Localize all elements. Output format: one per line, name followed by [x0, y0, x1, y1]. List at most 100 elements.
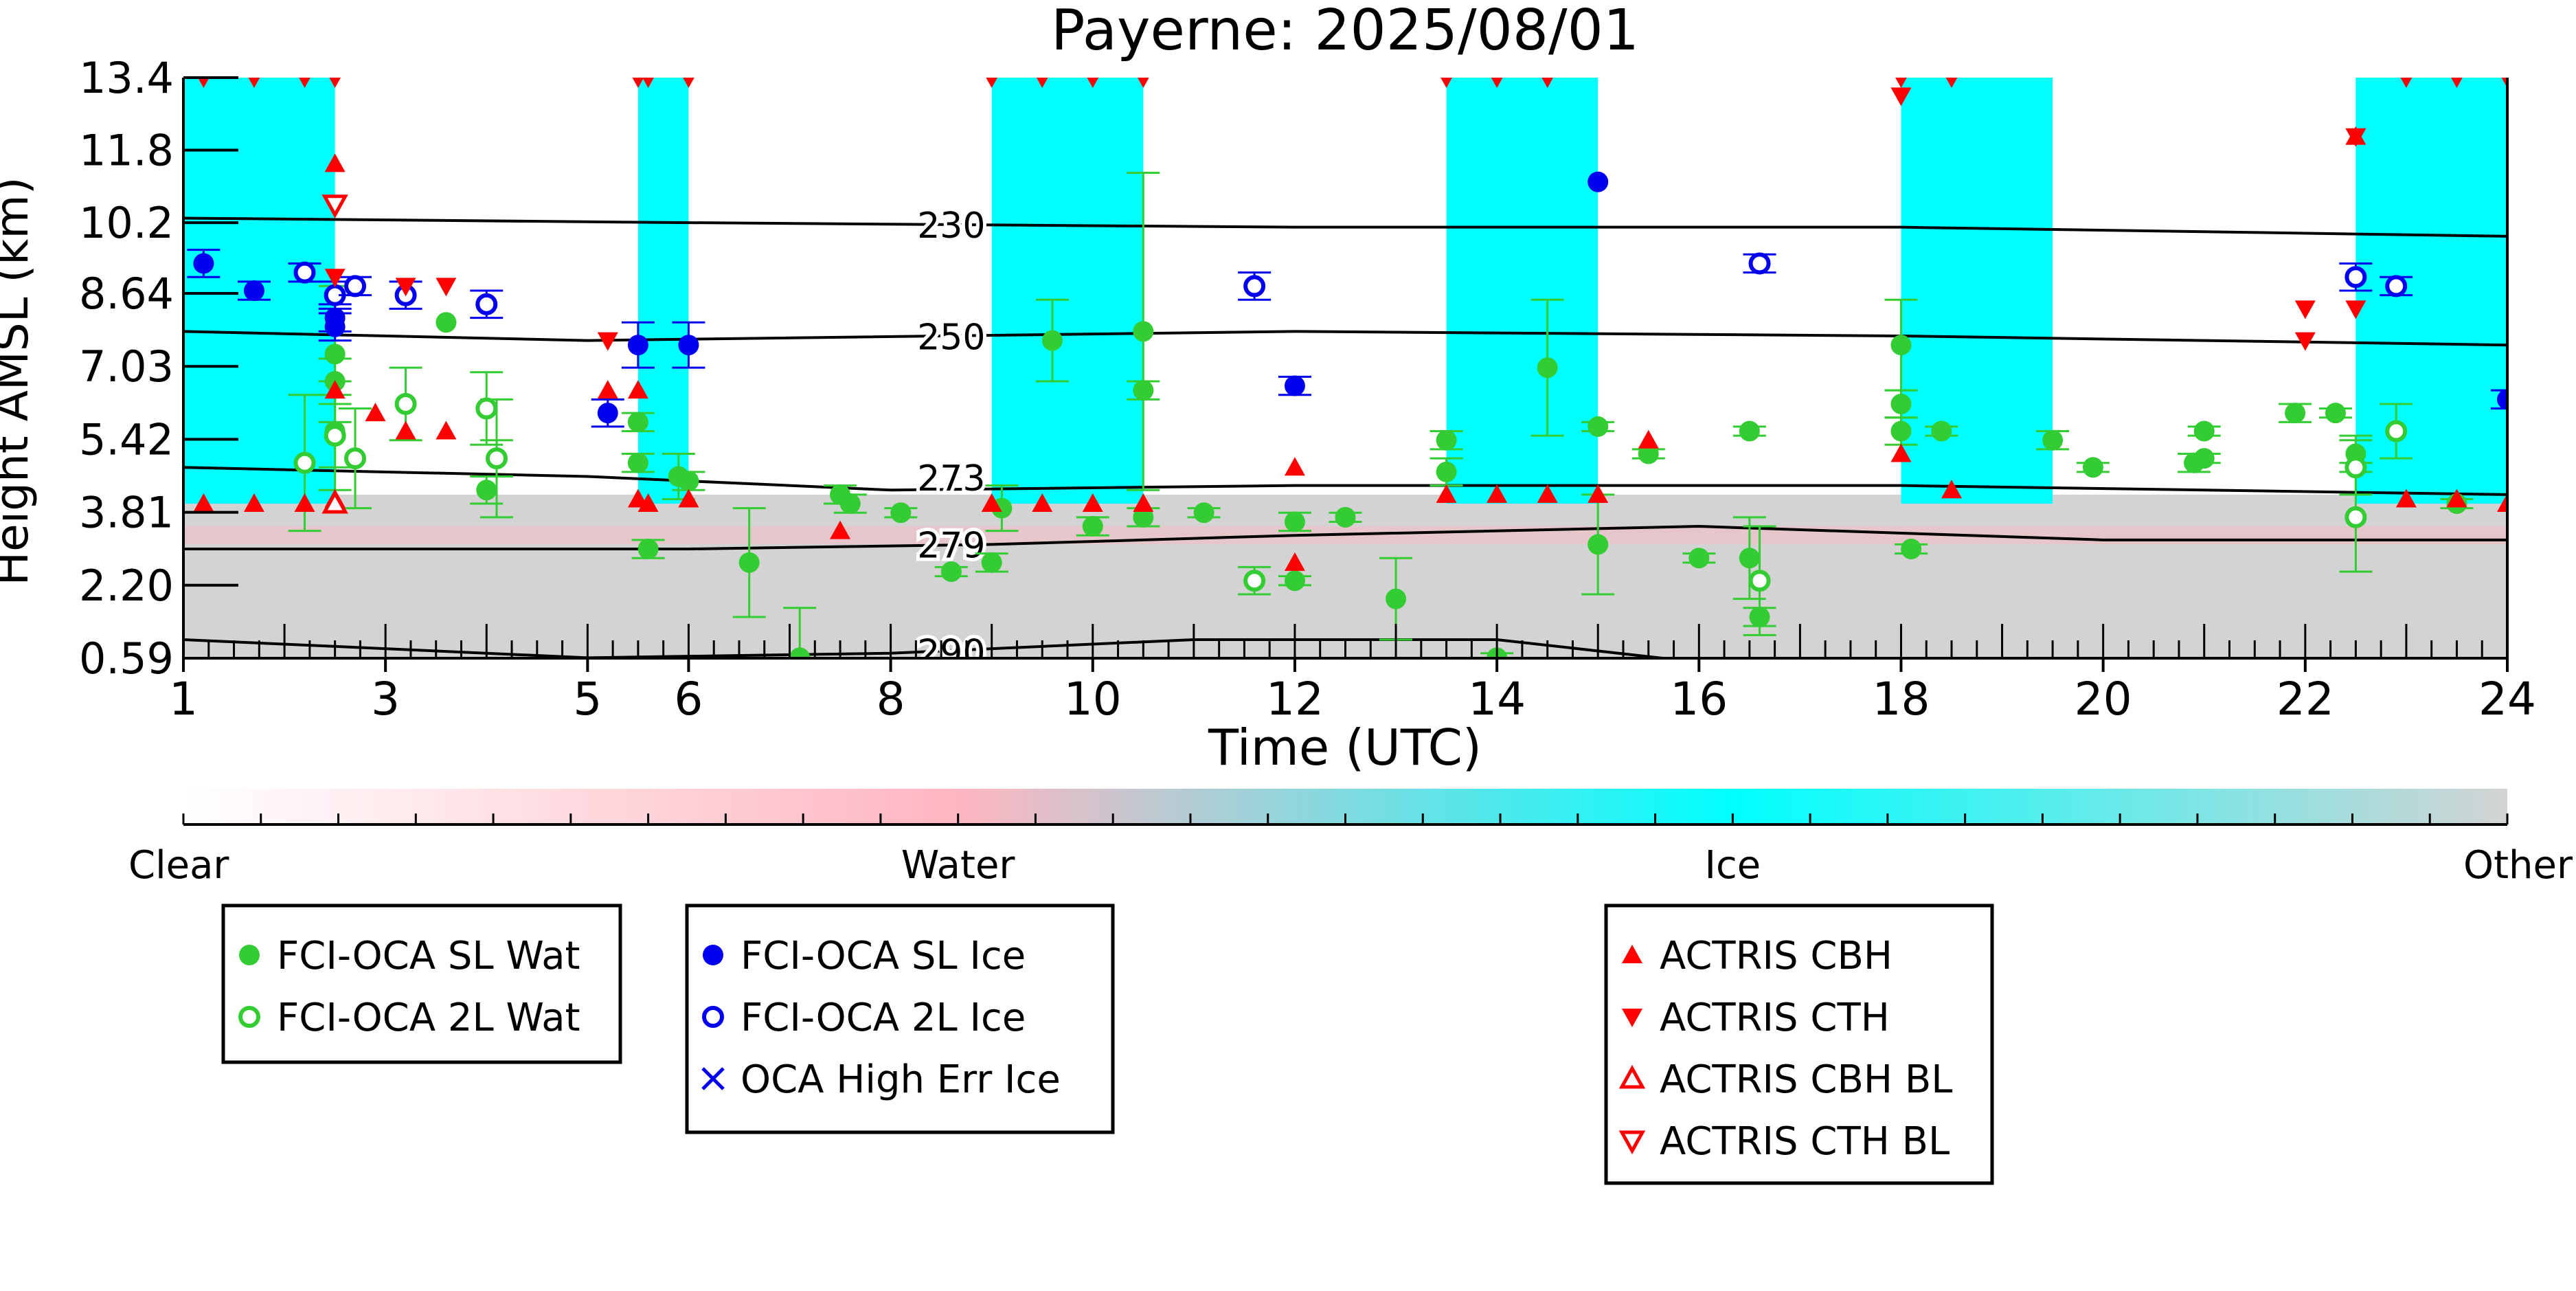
legend-label: FCI-OCA SL Ice — [741, 934, 1026, 978]
data-point-shape — [324, 380, 346, 399]
legend-label: ACTRIS CTH BL — [1660, 1119, 1950, 1164]
data-point-shape — [1541, 78, 1554, 88]
data-point-shape — [1890, 420, 1912, 442]
data-point — [678, 489, 699, 508]
legends: FCI-OCA SL Wat FCI-OCA 2L Wat FCI-OCA SL I… — [221, 903, 1994, 1185]
y-tick-label: 5.42 — [79, 414, 174, 464]
data-point-shape — [1284, 570, 1305, 592]
data-point — [1036, 78, 1048, 88]
data-point — [2345, 128, 2366, 147]
data-point-shape — [1087, 78, 1099, 88]
data-point-shape — [1284, 552, 1305, 571]
data-point — [597, 380, 618, 399]
data-point-shape — [1284, 511, 1305, 532]
isotherm-line — [183, 216, 2507, 238]
data-point — [1895, 78, 1907, 88]
data-point-shape — [981, 552, 1002, 573]
data-point-shape — [1041, 330, 1063, 351]
series-fci-oca-2l-wat — [288, 366, 2413, 636]
data-point-shape — [1890, 393, 1912, 414]
data-point-shape — [597, 380, 618, 399]
plot-area: 230 250 273 279 290 0.59 2.20 3.81 5.42 7.03 8.64 1… — [79, 53, 2536, 726]
data-point — [1588, 416, 1609, 437]
data-point — [986, 78, 998, 88]
legend-label: ACTRIS CTH — [1660, 996, 1890, 1040]
legend-box-1: FCI-OCA SL Wat FCI-OCA 2L Wat — [221, 903, 622, 1064]
data-point-shape — [1941, 480, 1963, 499]
y-tick-label: 11.8 — [79, 126, 174, 176]
data-point — [324, 316, 346, 337]
data-point-shape — [436, 312, 457, 333]
data-point — [2325, 403, 2346, 424]
data-point — [1386, 588, 1407, 609]
data-point-shape — [1036, 78, 1048, 88]
legend-frame — [685, 903, 1115, 1134]
legend-marker — [702, 1006, 724, 1028]
legend-marker-shape — [1622, 945, 1642, 963]
data-point — [2294, 332, 2316, 351]
legend-marker — [1622, 945, 1642, 963]
isotherm-label: 273 — [917, 458, 985, 499]
data-point-shape — [1137, 78, 1149, 88]
data-point-shape — [1133, 506, 1154, 528]
data-point — [394, 392, 417, 415]
legend-box-2: FCI-OCA SL Ice FCI-OCA 2L Ice OCA High Err… — [685, 903, 1115, 1134]
data-point-shape — [1193, 502, 1214, 524]
data-point-shape — [1901, 539, 1922, 560]
data-point — [1588, 534, 1609, 555]
data-point — [299, 78, 310, 88]
data-point-shape — [395, 278, 416, 297]
data-point-shape — [2042, 429, 2064, 451]
data-point-shape — [738, 552, 760, 573]
data-point-shape — [940, 561, 962, 583]
data-point-shape — [2193, 448, 2215, 469]
data-point — [2385, 275, 2408, 298]
data-point — [632, 78, 644, 88]
data-point-shape — [293, 261, 316, 284]
ice-class-block — [637, 78, 689, 504]
data-point — [637, 539, 659, 560]
data-point-shape — [597, 403, 618, 424]
data-point-shape — [475, 397, 498, 420]
legend-marker — [1618, 1064, 1646, 1089]
data-point — [476, 480, 497, 501]
data-point-shape — [344, 275, 367, 298]
isotherm-label: 230 — [917, 205, 985, 247]
legend-marker-shape — [701, 1067, 725, 1090]
legend-marker — [1618, 1130, 1646, 1155]
data-point — [683, 78, 694, 88]
x-axis-label: Time (UTC) — [1208, 719, 1482, 776]
x-tick-label: 16 — [1670, 673, 1728, 726]
data-point-shape — [324, 425, 346, 447]
data-point — [2042, 429, 2064, 451]
data-point-shape — [1436, 461, 1457, 482]
data-point — [193, 253, 214, 274]
data-point — [293, 261, 316, 284]
data-point — [2497, 493, 2507, 513]
isotherm-line — [183, 466, 2507, 496]
data-point-shape — [1588, 484, 1609, 503]
data-point-shape — [1739, 548, 1760, 569]
data-point — [436, 420, 457, 440]
data-point — [329, 78, 341, 88]
data-point-shape — [981, 493, 1002, 513]
series-actris-cth — [198, 78, 2507, 351]
data-point-shape — [1890, 335, 1912, 356]
legend-marker-shape — [1622, 1009, 1642, 1027]
data-point-shape — [1945, 78, 1958, 88]
data-point — [1082, 493, 1103, 513]
data-point — [2385, 420, 2408, 442]
data-point — [1436, 484, 1457, 503]
colorbar-label: Clear — [128, 843, 229, 888]
data-point-shape — [324, 269, 346, 288]
data-point-shape — [2497, 493, 2507, 513]
data-point — [1688, 548, 1710, 569]
data-point-shape — [789, 647, 811, 658]
data-point — [1082, 516, 1103, 537]
data-point-shape — [1032, 493, 1053, 513]
data-point — [627, 412, 648, 433]
plot-inner: 230 250 273 279 290 — [183, 78, 2507, 658]
legend-marker — [239, 945, 260, 965]
data-point — [324, 153, 346, 172]
